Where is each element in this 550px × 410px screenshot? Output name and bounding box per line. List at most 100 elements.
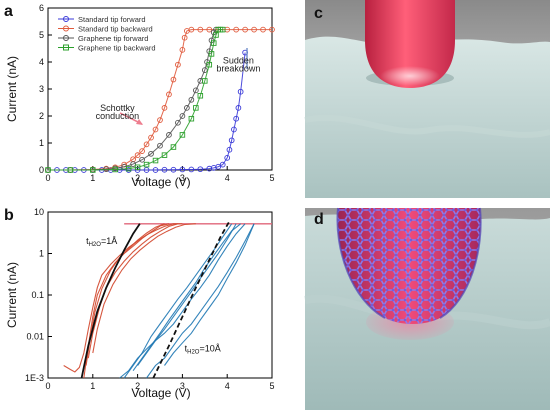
schottky-arrowhead: [136, 119, 143, 125]
series-line-b: [123, 223, 233, 379]
data-point-a: [197, 92, 204, 99]
data-point-a: [148, 134, 154, 141]
data-point-a: [157, 117, 163, 123]
data-point-a: [139, 148, 145, 154]
data-point-a: [197, 26, 204, 33]
panel-label-b: b: [4, 207, 14, 224]
y-tick-label-b: 0.1: [31, 290, 44, 300]
data-point-a: [170, 144, 177, 150]
data-point-a: [269, 26, 275, 33]
x-tick-label-a: 2: [135, 173, 140, 183]
graphene-mesh-d: [337, 208, 481, 324]
series-line-b: [137, 223, 237, 366]
y-axis-label-b: Current (nA): [5, 262, 19, 328]
graphene-edge-left: [336, 207, 386, 319]
series-group-a: [45, 26, 275, 173]
annotation-a: Sudden: [223, 55, 254, 65]
panel-label-c: c: [314, 5, 323, 22]
data-point-a: [152, 157, 159, 164]
y-tick-label-a: 1: [39, 138, 44, 148]
x-tick-label-a: 3: [180, 173, 185, 183]
x-tick-label-a: 1: [90, 173, 95, 183]
data-point-a: [211, 40, 217, 46]
data-point-a: [143, 141, 150, 148]
legend-marker-a: [63, 25, 69, 32]
data-point-a: [157, 142, 163, 149]
data-point-a: [219, 161, 226, 168]
data-point-a: [179, 166, 186, 173]
data-point-a: [170, 166, 177, 173]
series-line-b: [146, 223, 255, 379]
data-point-a: [175, 61, 181, 68]
data-point-a: [188, 26, 195, 33]
y-tick-label-a: 2: [39, 111, 44, 121]
annotations-b: tH2O=1Å tH2O=10Å: [86, 236, 221, 356]
series-line-b: [164, 223, 255, 366]
data-point-a: [235, 105, 242, 111]
annotation-a: conduction: [96, 111, 140, 121]
legend-label-a: Graphene tip forward: [78, 34, 148, 43]
data-point-a: [152, 167, 159, 173]
data-point-a: [125, 165, 132, 172]
tip-c: [365, 0, 455, 88]
data-point-a: [134, 152, 141, 159]
series-line-a: [48, 29, 217, 171]
data-point-a: [193, 105, 199, 111]
y-tick-label-b: 0.01: [26, 332, 44, 342]
data-point-a: [197, 166, 204, 173]
x-tick-label-b: 2: [135, 381, 140, 391]
data-point-a: [179, 46, 186, 53]
data-point-a: [112, 166, 118, 173]
tick-group-a: 0 1 2 3 4 5 0 1 2 3 4 5 6: [39, 3, 275, 183]
x-tick-label-b: 0: [45, 381, 50, 391]
y-tick-label-a: 3: [39, 84, 44, 94]
data-point-a: [215, 163, 222, 170]
y-tick-label-b: 1E-3: [25, 373, 44, 383]
data-point-a: [219, 26, 226, 33]
data-point-a: [90, 167, 96, 173]
data-point-a: [224, 155, 231, 161]
data-point-a: [237, 88, 244, 95]
data-point-a: [242, 26, 248, 33]
data-point-a: [233, 115, 240, 122]
x-tick-label-b: 5: [269, 381, 274, 391]
data-point-a: [45, 167, 51, 173]
legend-label-a: Graphene tip backward: [78, 44, 156, 53]
data-point-a: [161, 105, 168, 111]
x-axis-label-b: Voltage (V): [131, 386, 190, 400]
data-point-a: [231, 126, 237, 133]
series-line-b: [132, 223, 241, 372]
data-point-a: [226, 146, 233, 153]
x-tick-label-b: 1: [90, 381, 95, 391]
data-point-a: [206, 26, 213, 33]
surface-c-ridge: [304, 114, 550, 138]
data-point-a: [148, 150, 154, 157]
series-line-a: [48, 29, 223, 171]
data-point-a: [184, 105, 190, 111]
y-tick-label-b: 1: [39, 249, 44, 259]
data-point-a: [166, 132, 172, 138]
legend-marker-a: [63, 35, 69, 41]
data-point-a: [67, 167, 74, 173]
y-tick-label-a: 0: [39, 165, 44, 175]
data-point-a: [228, 137, 235, 144]
graphene-edge-right: [439, 207, 482, 319]
data-point-a: [188, 115, 195, 122]
panel-label-d: d: [314, 211, 324, 228]
data-point-a: [188, 166, 195, 173]
data-point-a: [192, 87, 199, 94]
legend-marker-a: [63, 44, 69, 51]
x-tick-label-a: 5: [269, 173, 274, 183]
series-line-b: [87, 223, 179, 359]
annotation-a: Schottky: [100, 103, 135, 113]
data-point-a: [139, 156, 145, 163]
panel-label-a: a: [4, 3, 13, 20]
fit-line-b: [80, 223, 141, 379]
data-point-a: [213, 32, 219, 38]
data-point-a: [179, 132, 186, 138]
